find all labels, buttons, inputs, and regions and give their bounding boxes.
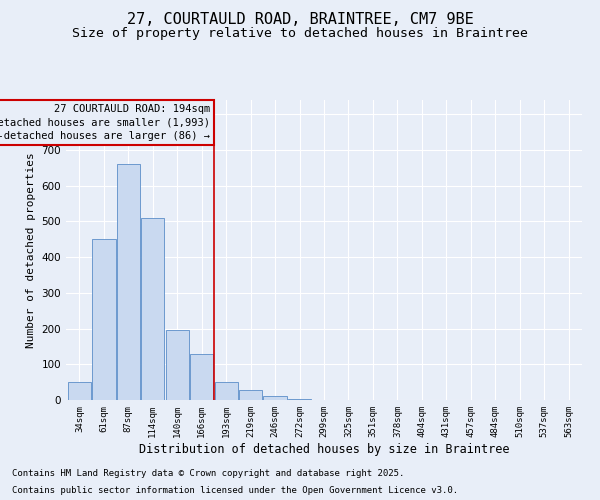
Text: Contains HM Land Registry data © Crown copyright and database right 2025.: Contains HM Land Registry data © Crown c… (12, 468, 404, 477)
Y-axis label: Number of detached properties: Number of detached properties (26, 152, 36, 348)
Bar (141, 218, 164, 400)
Bar (117, 164, 140, 400)
Bar (92, 240, 116, 400)
X-axis label: Distribution of detached houses by size in Braintree: Distribution of detached houses by size … (139, 442, 509, 456)
Bar (190, 354, 214, 400)
Text: Contains public sector information licensed under the Open Government Licence v3: Contains public sector information licen… (12, 486, 458, 495)
Bar (239, 390, 262, 400)
Text: 27 COURTAULD ROAD: 194sqm
← 96% of detached houses are smaller (1,993)
4% of sem: 27 COURTAULD ROAD: 194sqm ← 96% of detac… (0, 104, 210, 141)
Text: Size of property relative to detached houses in Braintree: Size of property relative to detached ho… (72, 28, 528, 40)
Bar (166, 330, 189, 400)
Bar (263, 396, 287, 400)
Bar (215, 382, 238, 400)
Text: 27, COURTAULD ROAD, BRAINTREE, CM7 9BE: 27, COURTAULD ROAD, BRAINTREE, CM7 9BE (127, 12, 473, 28)
Bar (68, 382, 91, 400)
